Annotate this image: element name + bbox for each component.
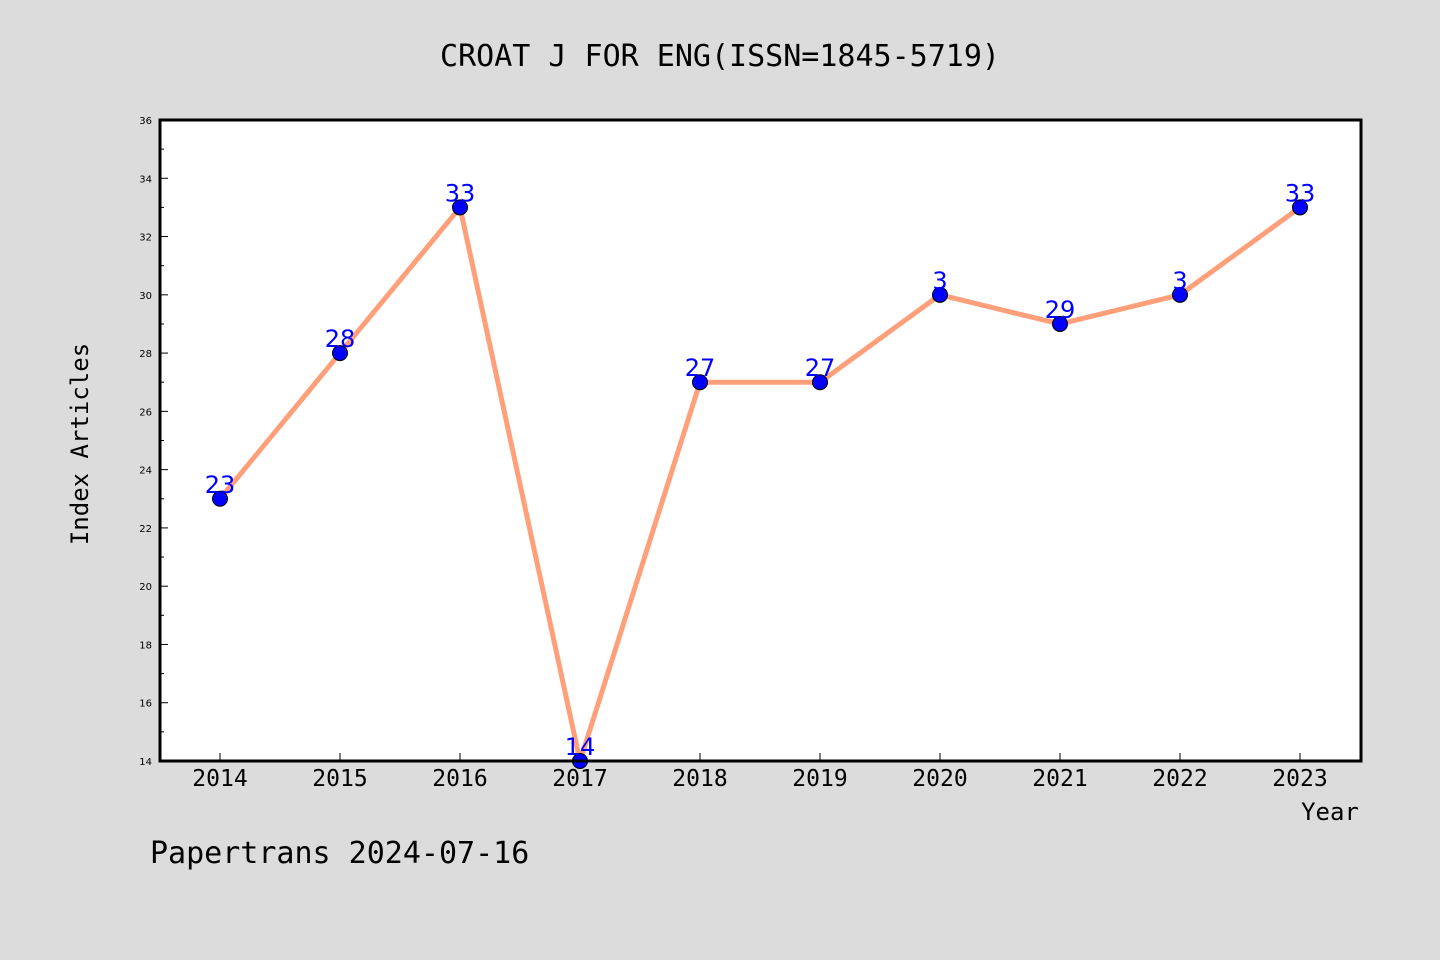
data-label: 28 [325,325,356,353]
data-label: 23 [205,471,236,499]
data-label: 29 [1045,296,1076,324]
series-line [218,204,1302,764]
x-tick-label: 2016 [432,766,487,792]
data-label: 33 [445,179,476,207]
x-tick-label: 2015 [312,766,367,792]
y-tick-label: 14 [139,757,152,768]
y-tick-label: 16 [139,699,152,710]
data-point [1052,315,1068,332]
data-label: 3 [932,267,947,295]
x-axis: 2014 2015 2016 2017 2018 2019 2020 2021 2022 2023 [192,753,1328,792]
data-point [1172,286,1188,303]
x-tick-label: 2021 [1032,766,1087,792]
plot-frame [158,118,1363,763]
y-tick-label: 24 [139,466,152,477]
data-point [1292,199,1308,216]
y-tick-label: 20 [139,582,152,593]
data-point [212,490,228,507]
y-tick-label: 30 [139,291,152,302]
y-tick-label: 36 [139,116,152,127]
chart-title: CROAT J FOR ENG(ISSN=1845-5719) [440,39,1000,74]
data-point [692,374,708,391]
data-point [812,374,828,391]
data-label: 27 [685,354,716,382]
data-label: 14 [565,733,596,761]
x-tick-label: 2017 [552,766,607,792]
plot-area [160,120,1361,761]
x-tick-label: 2019 [792,766,847,792]
data-label: 27 [805,354,836,382]
y-tick-label: 32 [139,233,152,244]
data-label: 3 [1172,267,1187,295]
x-tick-label: 2023 [1272,766,1327,792]
y-tick-label: 18 [139,640,152,651]
data-point [332,345,348,362]
data-point [932,286,948,303]
x-tick-label: 2022 [1152,766,1207,792]
x-tick-label: 2020 [912,766,967,792]
y-tick-label: 22 [139,524,152,535]
data-point [452,199,468,216]
y-axis-label: Index Articles [66,343,94,545]
x-axis-label: Year [1301,798,1359,826]
y-tick-label: 28 [139,349,152,360]
y-tick-label: 26 [139,407,152,418]
data-label: 33 [1285,179,1316,207]
x-tick-label: 2014 [192,766,247,792]
x-tick-label: 2018 [672,766,727,792]
y-tick-label: 34 [139,174,152,185]
footer-credit: Papertrans 2024-07-16 [150,836,529,871]
